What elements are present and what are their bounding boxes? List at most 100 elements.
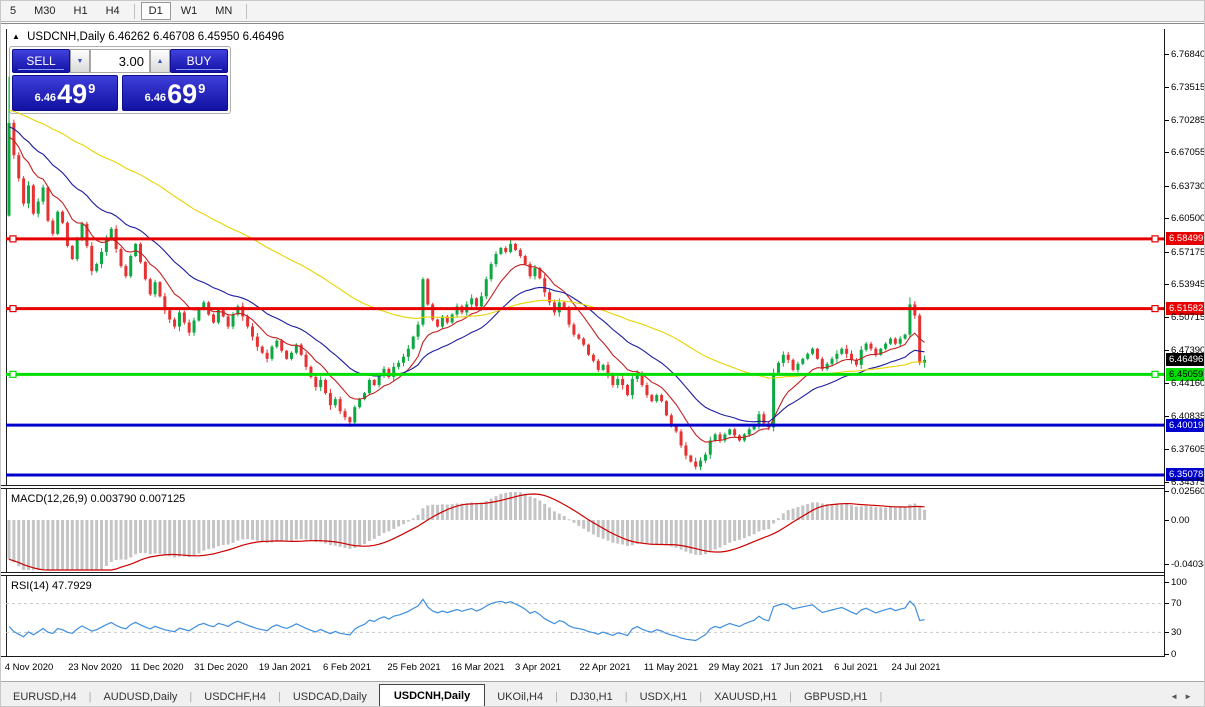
sell-price-display[interactable]: 6.46 49 9: [12, 75, 118, 111]
spin-up-icon: ▲: [156, 57, 164, 65]
price-axis-tick: 6.53945: [1165, 279, 1204, 290]
price-line-label-6.58499: 6.58499: [1166, 232, 1204, 246]
tab-UKOil-H4[interactable]: UKOil,H4: [497, 691, 544, 703]
tab-XAUUSD-H1[interactable]: XAUUSD,H1: [714, 691, 778, 703]
chart-ohlc-values: 6.46262 6.46708 6.45950 6.46496: [108, 31, 285, 43]
price-axis-tick: 6.63730: [1165, 181, 1204, 192]
date-label: 16 Mar 2021: [451, 662, 505, 673]
price-line-label-6.51582: 6.51582: [1166, 302, 1204, 316]
sell-button[interactable]: SELL: [12, 49, 70, 73]
macd-indicator-panel[interactable]: [6, 489, 1164, 572]
chart-title: ▲ USDCNH,Daily 6.46262 6.46708 6.45950 6…: [12, 31, 284, 43]
rsi-axis-label: 100: [1165, 577, 1187, 588]
macd-label: MACD(12,26,9) 0.003790 0.007125: [11, 493, 186, 505]
price-line-label-6.35078: 6.35078: [1166, 468, 1204, 482]
tab-separator: |: [789, 691, 792, 703]
date-label: 11 Dec 2020: [130, 662, 184, 673]
rsi-axis-label: 0: [1165, 649, 1176, 660]
symbol-tabbar: EURUSD,H4 | AUDUSD,Daily | USDCHF,H4 | USDCAD,…: [1, 681, 1204, 706]
toolbar-separator: [133, 3, 135, 19]
tab-USDCAD-Daily[interactable]: USDCAD,Daily: [292, 691, 367, 703]
tab-USDCHF-H4[interactable]: USDCHF,H4: [204, 691, 266, 703]
price-axis-tick: 6.40835: [1165, 411, 1204, 422]
tab-USDCNH-Daily[interactable]: USDCNH,Daily: [378, 684, 486, 706]
price-axis-tick: 6.57175: [1165, 247, 1204, 258]
rsi-label: RSI(14) 47.7929: [11, 580, 92, 592]
spin-down-icon: ▼: [76, 57, 84, 65]
price-axis-tick: 6.37605: [1165, 444, 1204, 455]
tab-separator: |: [189, 691, 193, 703]
price-axis-tick: 6.67055: [1165, 147, 1204, 158]
date-label: 3 Apr 2021: [515, 662, 561, 673]
rsi-indicator-panel[interactable]: [6, 576, 1164, 656]
macd-axis-label: 0.025605: [1165, 486, 1204, 497]
date-label: 17 Jun 2021: [770, 662, 824, 673]
price-axis-tick: 6.60500: [1165, 213, 1204, 224]
rsi-axis-label: 30: [1165, 627, 1182, 638]
price-axis-tick: 6.50715: [1165, 312, 1204, 323]
date-label: 29 May 2021: [708, 662, 764, 673]
date-label: 6 Feb 2021: [322, 662, 372, 673]
date-label: 19 Jan 2021: [258, 662, 312, 673]
rsi-value: 47.7929: [51, 580, 92, 592]
date-label: 23 Nov 2020: [68, 662, 122, 673]
chart-bottom-border: [1, 656, 1204, 657]
tab-DJ30-H1[interactable]: DJ30,H1: [569, 691, 613, 703]
toolbar-separator: [246, 3, 248, 19]
tab-scroll-arrows[interactable]: ◄►: [1170, 692, 1198, 701]
timeframe-toolbar: 5 M30 H1 H4 D1 W1 MN: [1, 1, 1204, 22]
timeframe-button-W1[interactable]: W1: [180, 5, 198, 17]
date-label: 24 Jul 2021: [891, 662, 941, 673]
date-label: 4 Nov 2020: [4, 662, 54, 673]
volume-input[interactable]: [90, 49, 150, 73]
macd-separator[interactable]: [1, 485, 1204, 489]
price-axis-tick: 6.44160: [1165, 378, 1204, 389]
timeframe-button-MN[interactable]: MN: [215, 5, 233, 17]
one-click-toggle-icon[interactable]: ▲: [12, 32, 20, 41]
tab-AUDUSD-Daily[interactable]: AUDUSD,Daily: [103, 691, 178, 703]
price-axis-tick: 6.73515: [1165, 82, 1204, 93]
date-label: 31 Dec 2020: [194, 662, 248, 673]
price-axis-tick: 6.34375: [1165, 477, 1204, 488]
buy-button[interactable]: BUY: [170, 49, 228, 73]
timeframe-button-H4[interactable]: H4: [105, 5, 120, 17]
macd-values: 0.003790 0.007125: [90, 493, 186, 505]
tab-GBPUSD-H1[interactable]: GBPUSD,H1: [803, 691, 868, 703]
volume-decrease-button[interactable]: ▼: [70, 49, 90, 73]
timeframe-button-H1[interactable]: H1: [73, 5, 88, 17]
tab-separator: |: [278, 691, 281, 703]
tab-EURUSD-H4[interactable]: EURUSD,H4: [13, 691, 77, 703]
price-axis-tick: 6.70285: [1165, 115, 1204, 126]
date-axis[interactable]: 4 Nov 2020 23 Nov 2020 11 Dec 2020 31 Dec 2…: [1, 657, 1204, 681]
price-line-label-6.40019: 6.40019: [1166, 418, 1204, 432]
date-label: 22 Apr 2021: [579, 662, 631, 673]
chart-left-border: [6, 29, 7, 657]
price-line-label-6.45059: 6.45059: [1166, 367, 1204, 381]
tab-separator: |: [555, 691, 558, 703]
macd-axis-label: -0.040385: [1165, 559, 1204, 570]
chart-symbol-label: USDCNH,Daily: [27, 31, 106, 43]
date-label: 25 Feb 2021: [387, 662, 441, 673]
price-axis[interactable]: 6.58499 6.51582 6.45059 6.40019 6.35078 6.464…: [1164, 29, 1204, 660]
main-price-chart[interactable]: [6, 29, 1164, 485]
price-axis-tick: 6.76840: [1165, 49, 1204, 60]
timeframe-button-M30[interactable]: M30: [34, 5, 56, 17]
timeframe-button-D1[interactable]: D1: [140, 2, 171, 20]
current-price-label: 6.46496: [1166, 353, 1204, 367]
date-label: 11 May 2021: [643, 662, 699, 673]
chart-window: ▲ USDCNH,Daily 6.46262 6.46708 6.45950 6…: [1, 23, 1204, 681]
tab-separator: |: [88, 691, 92, 703]
volume-increase-button[interactable]: ▲: [150, 49, 170, 73]
rsi-axis-label: 70: [1165, 598, 1182, 609]
tab-USDX-H1[interactable]: USDX,H1: [639, 691, 688, 703]
one-click-trading-panel: SELL ▼ ▲ BUY 6.46 49 9: [9, 46, 231, 114]
rsi-separator[interactable]: [1, 572, 1204, 576]
macd-axis-label: 0.00: [1165, 515, 1190, 526]
timeframe-button-5[interactable]: 5: [10, 5, 17, 17]
tab-separator: |: [699, 691, 703, 703]
tab-separator: |: [624, 691, 628, 703]
date-label: 6 Jul 2021: [834, 662, 878, 673]
buy-price-display[interactable]: 6.46 69 9: [122, 75, 228, 111]
price-axis-tick: 6.47390: [1165, 345, 1204, 356]
